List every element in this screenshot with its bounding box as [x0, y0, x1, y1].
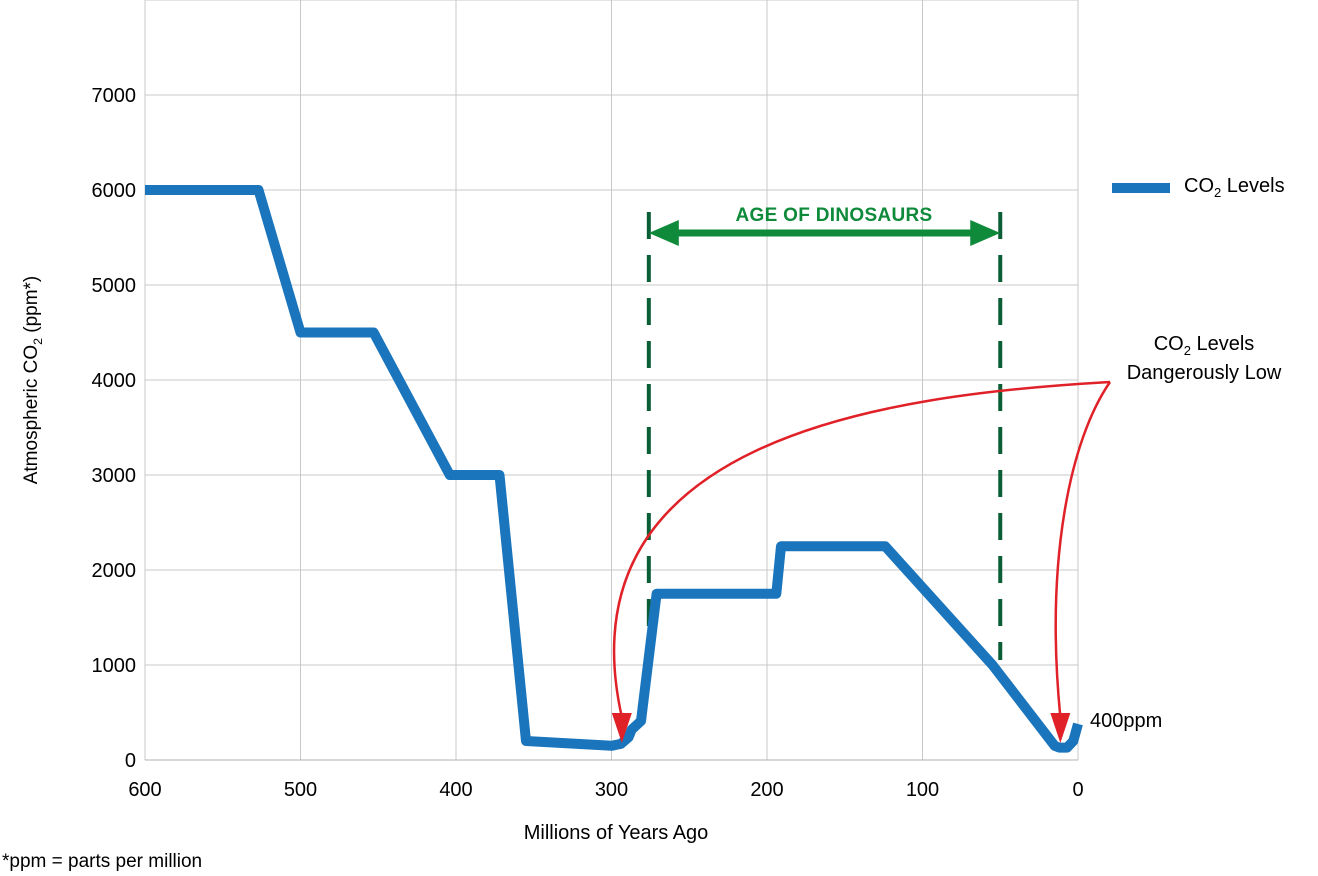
y-tick-label: 6000	[92, 180, 137, 202]
x-tick-label: 600	[128, 779, 161, 801]
co2-series-line	[145, 185, 1083, 753]
low-arrow-curve-left	[613, 380, 1111, 718]
legend-swatch	[1112, 182, 1170, 193]
end-value-label: 400ppm	[1090, 710, 1163, 732]
y-axis-label: Atmospheric CO2 (ppm*)	[21, 276, 45, 485]
x-axis-label: Millions of Years Ago	[523, 822, 709, 844]
y-tick-label: 3000	[92, 465, 137, 487]
legend-label: CO2 Levels	[1184, 175, 1285, 200]
grid	[144, 0, 1079, 761]
low-note-suffix: Levels	[1190, 333, 1255, 355]
low-co2-note: CO2 Levels Dangerously Low	[1127, 333, 1282, 384]
y-tick-label: 4000	[92, 370, 137, 392]
x-tick-label: 100	[906, 779, 939, 801]
x-tick-label: 200	[750, 779, 783, 801]
dinosaur-arrow-right-head	[970, 220, 1001, 246]
x-tick-label: 0	[1072, 779, 1083, 801]
dinosaur-age-annotation	[646, 212, 1003, 660]
dinosaur-age-label: AGE OF DINOSAURS	[735, 205, 933, 226]
low-co2-note-line2: Dangerously Low	[1126, 362, 1282, 384]
y-axis-label-prefix: Atmospheric CO	[21, 344, 43, 485]
y-tick-label: 7000	[92, 85, 137, 107]
legend-label-prefix: CO	[1184, 175, 1214, 197]
tick-labels: 600 500 400 300 200 100 0010002000300040005000…	[92, 85, 1084, 801]
legend-label-suffix: Levels	[1221, 175, 1285, 197]
y-axis-label-suffix: (ppm*)	[21, 275, 43, 339]
x-tick-label: 400	[439, 779, 472, 801]
low-note-prefix: CO	[1153, 333, 1184, 355]
x-tick-label: 500	[284, 779, 317, 801]
dinosaur-arrow-left-head	[648, 220, 679, 246]
x-tick-label: 300	[595, 779, 628, 801]
low-co2-note-line1: CO2 Levels	[1127, 333, 1282, 362]
legend-label-sub: 2	[1214, 185, 1222, 200]
y-tick-label: 5000	[92, 275, 137, 297]
y-tick-label: 2000	[92, 560, 137, 582]
footnote: *ppm = parts per million	[2, 851, 203, 872]
y-tick-label: 0	[125, 750, 136, 772]
low-arrow-head-right	[1050, 713, 1071, 743]
low-co2-arrows	[611, 380, 1112, 743]
low-arrow-curve-right	[1054, 381, 1112, 718]
low-note-sub: 2	[1183, 343, 1191, 358]
y-tick-label: 1000	[92, 655, 137, 677]
low-arrow-head-left	[611, 713, 632, 743]
y-axis-label-sub: 2	[30, 338, 45, 345]
legend: CO2 Levels	[1112, 175, 1285, 200]
series-co2-levels	[145, 185, 1083, 753]
